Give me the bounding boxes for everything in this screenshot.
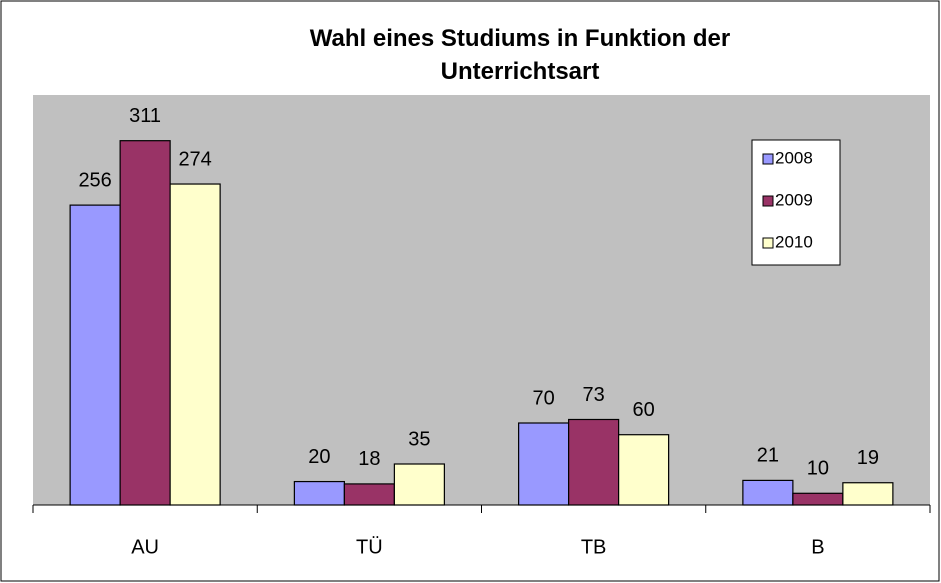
data-label: 20 [308,446,330,468]
bar [69,204,121,506]
x-tick-label: B [811,536,824,558]
bar [792,492,844,506]
bar [568,418,620,506]
data-label: 60 [633,399,655,421]
data-label: 70 [533,387,555,409]
data-label: 35 [408,428,430,450]
data-label: 274 [178,148,211,170]
bar [842,482,894,506]
bar [518,422,570,506]
data-label: 19 [857,447,879,469]
legend-swatch [762,153,774,165]
legend-label: 2010 [775,232,813,251]
bar [742,479,794,506]
x-tick-label: TB [581,536,607,558]
data-label: 10 [807,458,829,480]
bar [618,434,670,506]
legend-swatch [762,237,774,249]
bar [119,140,171,506]
bar [293,480,345,506]
data-label: 256 [78,169,111,191]
bar [169,183,221,506]
data-label: 18 [358,448,380,470]
legend-label: 2008 [775,148,813,167]
chart-title: Wahl eines Studiums in Funktion der Unter… [310,25,730,85]
data-label: 311 [129,105,161,127]
legend-swatch [762,195,774,207]
bar [343,483,395,506]
legend-label: 2009 [775,190,813,209]
bar [393,463,445,506]
x-tick-label: AU [131,536,159,558]
data-label: 21 [757,445,779,467]
data-label: 73 [583,384,605,406]
x-tick-label: TÜ [356,536,383,558]
